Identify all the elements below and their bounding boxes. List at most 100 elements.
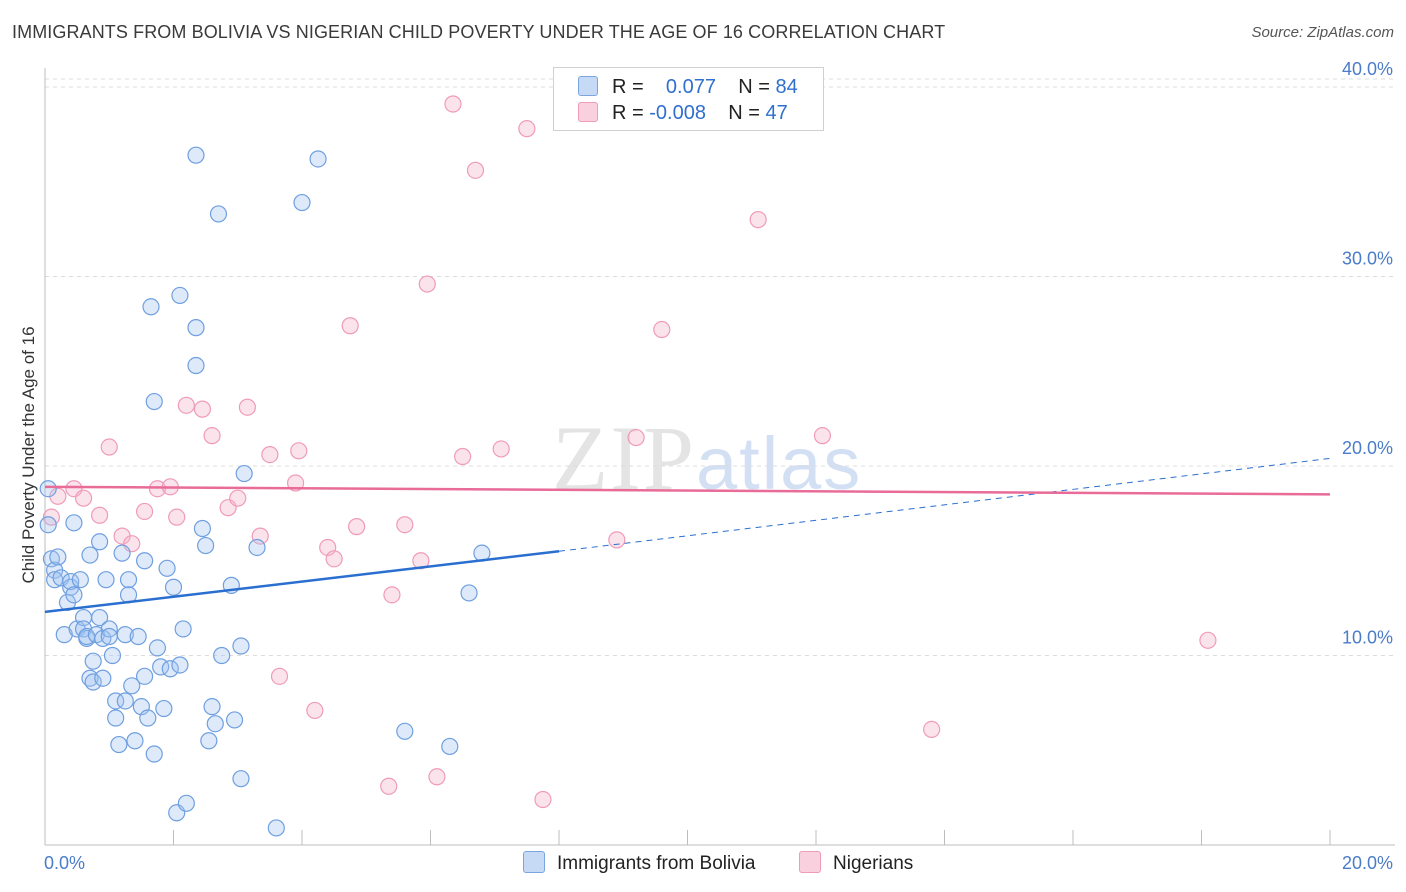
bolivia-point [94, 629, 112, 648]
nigerians-point [749, 211, 767, 229]
y-axis-label: Child Poverty Under the Age of 16 [19, 326, 38, 583]
bolivia-point [232, 637, 250, 655]
nigerians-point [518, 120, 536, 138]
nigerians-point [383, 586, 401, 604]
nigerians-point [193, 400, 212, 418]
bolivia-point [145, 392, 163, 411]
bolivia-point [142, 298, 160, 316]
legend-row-bolivia: R = 0.077 N = 84 [578, 76, 798, 99]
bolivia-point [81, 546, 99, 564]
nigerians-point [290, 442, 308, 460]
bolivia-point [225, 711, 244, 729]
bolivia-point [460, 584, 478, 602]
bolivia-point [206, 715, 224, 733]
bolivia-point [396, 722, 414, 740]
legend-n-label: N = [728, 102, 760, 124]
nigerians-point [653, 320, 671, 339]
bolivia-point [91, 608, 109, 627]
legend-n-value: 84 [775, 76, 798, 98]
bolivia-point [145, 745, 163, 763]
bolivia-point [84, 673, 102, 691]
nigerians-point [238, 398, 256, 416]
nigerians-trend-line [44, 485, 1331, 496]
legend-r-label: R = [612, 102, 644, 124]
nigerians-point [1199, 631, 1217, 649]
nigerians-point [135, 502, 154, 521]
bolivia-point [148, 639, 167, 657]
y-tick-label: 20.0% [1342, 438, 1393, 458]
bolivia-point [91, 533, 109, 551]
bolivia-point [187, 356, 205, 375]
nigerians-point [492, 440, 510, 458]
nigerians-point [91, 506, 109, 524]
bolivia-point [94, 669, 112, 687]
x-tick-label: 0.0% [44, 853, 85, 873]
bolivia-point [119, 571, 138, 589]
bolivia-point [110, 735, 128, 754]
bolivia-point [39, 480, 57, 498]
bolivia-point [135, 552, 154, 570]
bolivia-point [232, 770, 250, 788]
bolivia-point [309, 150, 327, 168]
bolivia-point [213, 646, 231, 665]
nigerians-point [306, 701, 324, 720]
legend-n-label: N = [738, 76, 770, 98]
axes [44, 68, 1395, 846]
bolivia-point [164, 578, 183, 596]
axis-labels: 10.0% 20.0% 30.0% 40.0% 0.0% 20.0% Child Pover… [19, 59, 1393, 873]
bolivia-trend-extension [558, 457, 1331, 552]
bolivia-point [155, 699, 173, 718]
bolivia-point [113, 544, 131, 562]
bolivia-point [267, 819, 285, 837]
grid [45, 78, 1395, 656]
bolivia-point [135, 667, 154, 685]
nigerians-point [813, 427, 832, 445]
bolivia-point [139, 709, 157, 727]
bottom-legend-label: Immigrants from Bolivia [557, 853, 756, 874]
bottom-legend-bolivia: Immigrants from Bolivia [523, 851, 756, 875]
bolivia-point [187, 146, 205, 164]
bolivia-point [209, 205, 228, 223]
legend-r-value: 0.077 [665, 76, 716, 98]
nigerians-point [74, 489, 93, 507]
nigerians-point [923, 720, 941, 738]
nigerians-point [428, 768, 446, 786]
nigerians-point [229, 489, 247, 507]
chart-source: Source: ZipAtlas.com [1251, 24, 1394, 41]
nigerians-point [270, 667, 289, 685]
bolivia-point [171, 286, 189, 305]
bottom-legend-nigerians: Nigerians [799, 851, 913, 875]
nigerians-point [348, 518, 366, 536]
bolivia-point [49, 548, 67, 566]
nigerians-point [627, 428, 645, 447]
bolivia-point [441, 737, 459, 756]
bolivia-point [235, 464, 253, 483]
y-tick-label: 40.0% [1342, 59, 1393, 79]
bolivia-point [39, 516, 57, 534]
bolivia-point [123, 677, 141, 695]
bolivia-point [174, 620, 192, 638]
x-tick-label: 20.0% [1342, 853, 1393, 873]
nigerians-points [42, 95, 1217, 809]
bolivia-point [171, 656, 189, 674]
nigerians-point [466, 161, 485, 179]
y-tick-label: 30.0% [1342, 248, 1393, 268]
nigerians-point [341, 317, 359, 335]
nigerians-point [418, 275, 436, 293]
bolivia-swatch [578, 76, 598, 96]
chart-title: IMMIGRANTS FROM BOLIVIA VS NIGERIAN CHIL… [12, 22, 946, 42]
bolivia-point [107, 709, 125, 727]
nigerians-swatch [799, 851, 821, 873]
bolivia-point [103, 646, 122, 665]
watermark: ZIPatlas [552, 405, 862, 511]
bolivia-point [158, 559, 176, 577]
bolivia-point [116, 692, 134, 710]
nigerians-point [454, 447, 472, 466]
nigerians-point [380, 777, 398, 795]
legend-n-value: 47 [765, 102, 788, 124]
stats-legend: R = 0.077 N = 84 R = -0.008 N = 47 [553, 67, 824, 131]
nigerians-point [100, 438, 118, 456]
bolivia-points [39, 146, 491, 837]
bolivia-point [203, 698, 221, 716]
